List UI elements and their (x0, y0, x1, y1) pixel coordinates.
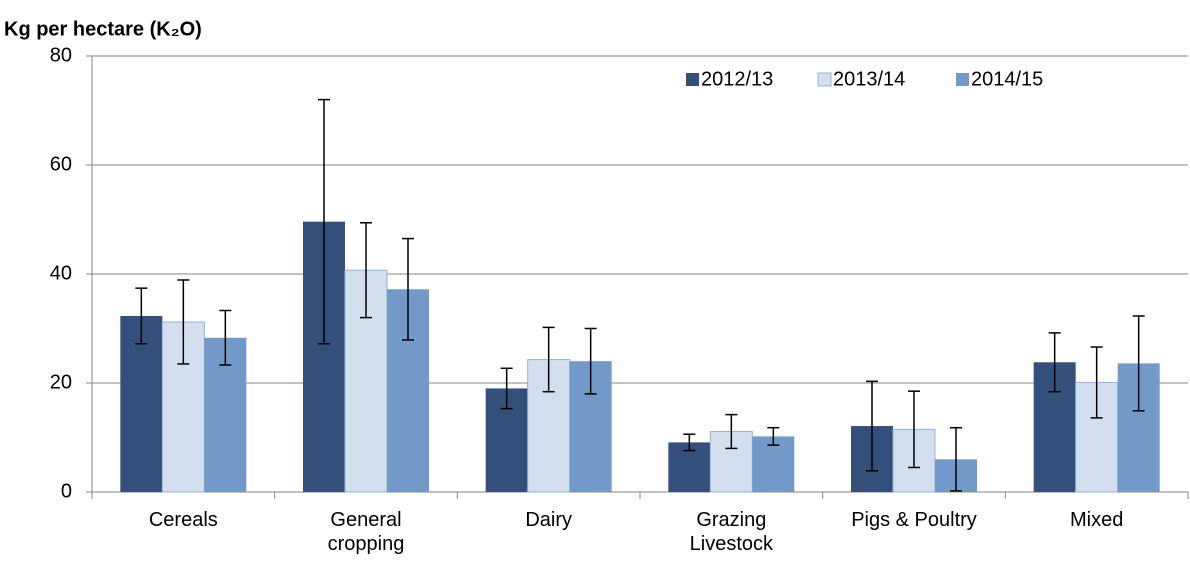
legend-swatch (956, 73, 969, 86)
error-bar (1048, 332, 1061, 393)
error-bar (360, 222, 372, 319)
error-bar (177, 279, 190, 365)
x-tick-label: Grazing Livestock (689, 509, 774, 555)
error-bar (1132, 315, 1145, 412)
error-bar (683, 433, 696, 452)
axis-title: Kg per hectare (K₂O) (4, 18, 202, 40)
x-tick-label: Cereals (148, 509, 218, 531)
x-tick-label: Pigs & Poultry (851, 509, 977, 531)
bar (120, 315, 163, 492)
error-bar (767, 426, 780, 446)
error-bar (402, 237, 414, 341)
error-bar (908, 390, 920, 469)
error-bar (318, 98, 330, 345)
error-bar (866, 380, 878, 472)
y-tick-label: 0 (61, 480, 72, 502)
y-tick-label: 20 (50, 371, 72, 393)
x-tick-label: Dairy (525, 509, 572, 531)
legend-label: 2013/14 (833, 68, 905, 90)
error-bar (950, 426, 962, 492)
y-tick-label: 80 (50, 44, 72, 66)
error-bar (1090, 346, 1103, 419)
legend-swatch (686, 73, 699, 86)
error-bar (135, 287, 148, 345)
y-tick-label: 60 (50, 153, 72, 175)
y-tick-label: 40 (50, 262, 72, 284)
error-bar (725, 413, 738, 450)
x-tick-label: General cropping (327, 509, 405, 555)
x-tick-label: Mixed (1069, 509, 1124, 531)
error-bar (219, 309, 232, 366)
legend-label: 2012/13 (701, 68, 773, 90)
legend-label: 2014/15 (971, 68, 1043, 90)
error-bar (542, 326, 555, 393)
error-bar (500, 367, 513, 410)
legend-swatch (817, 72, 832, 87)
error-bar (584, 327, 597, 395)
